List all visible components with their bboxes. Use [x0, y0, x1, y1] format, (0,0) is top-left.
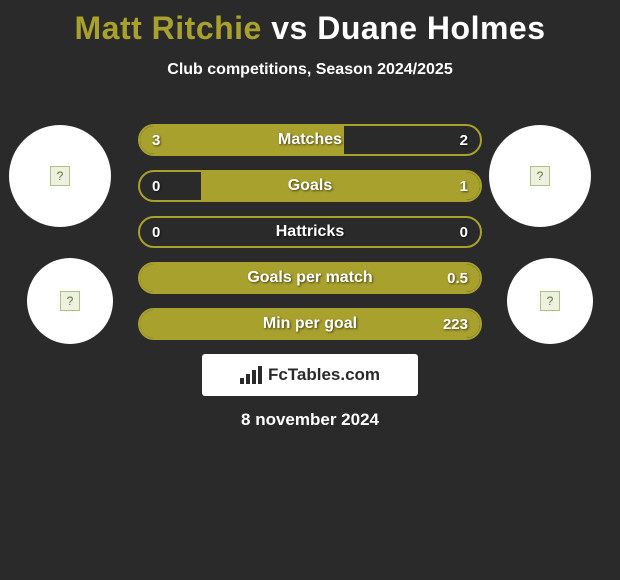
player2-club-avatar: ? — [507, 258, 593, 344]
image-placeholder-icon: ? — [50, 166, 70, 186]
stat-row: 3Matches2 — [138, 124, 482, 156]
stat-row: Min per goal223 — [138, 308, 482, 340]
date-label: 8 november 2024 — [0, 410, 620, 430]
brand-chart-icon — [240, 366, 262, 384]
stat-label: Goals per match — [140, 269, 480, 287]
brand-badge: FcTables.com — [202, 354, 418, 396]
image-placeholder-icon: ? — [60, 291, 80, 311]
player2-avatar: ? — [489, 125, 591, 227]
image-placeholder-icon: ? — [540, 291, 560, 311]
stat-label: Goals — [140, 177, 480, 195]
stat-value-right: 0.5 — [447, 270, 468, 287]
stat-value-right: 2 — [460, 132, 468, 149]
stat-label: Hattricks — [140, 223, 480, 241]
player2-name: Duane Holmes — [317, 10, 545, 46]
stat-row: Goals per match0.5 — [138, 262, 482, 294]
stat-row: 0Hattricks0 — [138, 216, 482, 248]
image-placeholder-icon: ? — [530, 166, 550, 186]
stat-value-right: 223 — [443, 316, 468, 333]
subtitle: Club competitions, Season 2024/2025 — [0, 61, 620, 79]
stat-value-right: 1 — [460, 178, 468, 195]
player1-club-avatar: ? — [27, 258, 113, 344]
stat-row: 0Goals1 — [138, 170, 482, 202]
stat-label: Min per goal — [140, 315, 480, 333]
player1-avatar: ? — [9, 125, 111, 227]
stat-value-right: 0 — [460, 224, 468, 241]
player1-name: Matt Ritchie — [75, 10, 262, 46]
stats-panel: 3Matches20Goals10Hattricks0Goals per mat… — [138, 124, 482, 354]
vs-text: vs — [271, 10, 308, 46]
brand-text: FcTables.com — [268, 365, 380, 385]
stat-label: Matches — [140, 131, 480, 149]
comparison-title: Matt Ritchie vs Duane Holmes — [0, 0, 620, 47]
